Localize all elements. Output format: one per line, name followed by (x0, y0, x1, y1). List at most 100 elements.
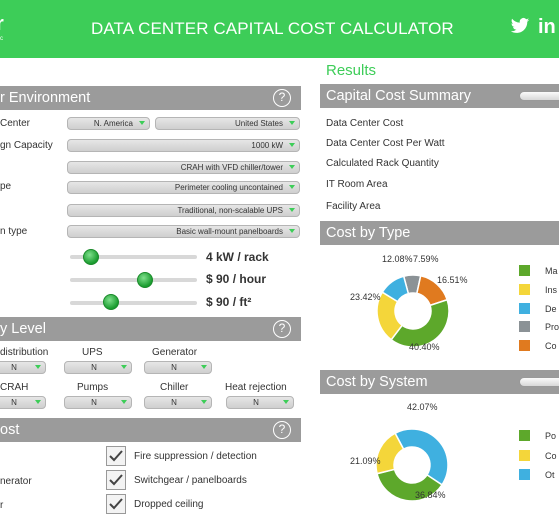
legend-swatch (519, 303, 530, 314)
labor-rate-slider-handle[interactable] (136, 272, 153, 288)
generator-redundancy-label: Generator (152, 347, 198, 358)
crah-redundancy-label: CRAH (0, 382, 29, 393)
labor-rate-slider-track[interactable] (70, 278, 197, 282)
fire-suppression-checkbox[interactable] (106, 446, 126, 466)
app-title: DATA CENTER CAPITAL COST CALCULATOR (91, 19, 454, 38)
cost-heading: ost (0, 422, 20, 438)
space-cost-value: $ 90 / ft² (206, 295, 252, 309)
location-label: Center (0, 118, 31, 129)
by-system-toggle-button[interactable] (519, 377, 559, 387)
cooling-plant-select[interactable]: CRAH with VFD chiller/tower (67, 161, 300, 174)
legend-item: Co (545, 451, 557, 461)
switchgear-label: Switchgear / panelboards (134, 475, 247, 486)
density-slider-track[interactable] (70, 255, 197, 259)
generator-option-label: nerator (0, 476, 32, 487)
by-system-pct-label: 42.07% (407, 402, 438, 412)
rack-quantity-label: Calculated Rack Quantity (326, 158, 439, 169)
summary-heading: Capital Cost Summary (326, 88, 472, 104)
cost-by-system-donut (375, 428, 449, 502)
ups-redundancy-select[interactable]: N (64, 361, 132, 374)
cost-per-watt-label: Data Center Cost Per Watt (326, 138, 445, 149)
help-icon[interactable]: ? (273, 320, 291, 338)
cooling-type-select[interactable]: Perimeter cooling uncontained (67, 181, 300, 194)
twitter-icon[interactable] (510, 16, 530, 36)
crah-redundancy-select[interactable]: N (0, 396, 46, 409)
capacity-label: gn Capacity (0, 140, 53, 151)
by-system-panel-header: Cost by System (320, 370, 559, 394)
facility-area-label: Facility Area (326, 201, 381, 212)
redundancy-heading: y Level (0, 321, 46, 337)
summary-panel-header: Capital Cost Summary (320, 84, 559, 108)
brand-logo-sub: c (0, 36, 3, 42)
legend-item: Pro (545, 322, 559, 332)
by-type-pct-label: 16.51% (437, 275, 468, 285)
donut-slice (390, 298, 450, 348)
region-select[interactable]: N. America (67, 117, 150, 130)
legend-swatch (519, 450, 530, 461)
by-type-pct-label: 7.59% (413, 254, 439, 264)
ups-redundancy-label: UPS (82, 347, 103, 358)
help-icon[interactable]: ? (273, 89, 291, 107)
space-cost-slider-track[interactable] (70, 301, 197, 305)
capacity-select[interactable]: 1000 kW (67, 139, 300, 152)
checkmark-icon (109, 498, 123, 510)
by-type-heading: Cost by Type (326, 225, 411, 241)
generator-redundancy-select[interactable]: N (144, 361, 212, 374)
donut-slice (376, 468, 444, 502)
legend-item: Ma (545, 266, 558, 276)
brand-logo: r (0, 14, 4, 34)
heat-rejection-redundancy-label: Heat rejection (225, 382, 287, 393)
dc-cost-label: Data Center Cost (326, 118, 404, 129)
header-bar: r c DATA CENTER CAPITAL COST CALCULATOR … (0, 0, 559, 58)
legend-swatch (519, 284, 530, 295)
dropped-ceiling-label: Dropped ceiling (134, 499, 204, 510)
help-icon[interactable]: ? (273, 421, 291, 439)
density-slider-handle[interactable] (83, 249, 100, 265)
results-title: Results (326, 62, 377, 79)
option-label: r (0, 500, 4, 511)
legend-item: De (545, 304, 557, 314)
legend-item: Ins (545, 285, 558, 295)
legend-item: Po (545, 431, 557, 441)
pumps-redundancy-label: Pumps (77, 382, 109, 393)
distribution-redundancy-label: distribution (0, 347, 49, 358)
by-system-heading: Cost by System (326, 374, 428, 390)
legend-swatch (519, 321, 530, 332)
distribution-redundancy-select[interactable]: N (0, 361, 46, 374)
labor-rate-value: $ 90 / hour (206, 272, 267, 286)
donut-slice (394, 428, 449, 486)
space-cost-slider-handle[interactable] (103, 294, 120, 310)
environment-panel-header: r Environment ? (0, 86, 301, 110)
distribution-type-select[interactable]: Basic wall-mount panelboards (67, 225, 300, 238)
by-type-pct-label: 40.40% (409, 342, 440, 352)
cost-panel-header: ost ? (0, 418, 301, 442)
density-value: 4 kW / rack (206, 250, 269, 264)
checkmark-icon (109, 474, 123, 486)
legend-swatch (519, 430, 530, 441)
ups-type-select[interactable]: Traditional, non-scalable UPS (67, 204, 300, 217)
fire-suppression-label: Fire suppression / detection (134, 451, 257, 462)
chiller-redundancy-select[interactable]: N (144, 396, 212, 409)
dropped-ceiling-checkbox[interactable] (106, 494, 126, 514)
cooling-type-label: pe (0, 181, 12, 192)
legend-swatch (519, 265, 530, 276)
country-select[interactable]: United States (155, 117, 300, 130)
it-room-area-label: IT Room Area (326, 179, 388, 190)
legend-item: Co (545, 341, 557, 351)
distribution-type-label: n type (0, 226, 28, 237)
linkedin-icon[interactable]: in (538, 16, 556, 38)
environment-heading: r Environment (0, 90, 91, 106)
checkmark-icon (109, 450, 123, 462)
by-type-pct-label: 23.42% (350, 292, 381, 302)
legend-swatch (519, 340, 530, 351)
legend-swatch (519, 469, 530, 480)
switchgear-checkbox[interactable] (106, 470, 126, 490)
legend-item: Ot (545, 470, 555, 480)
summary-toggle-button[interactable] (519, 91, 559, 101)
by-system-pct-label: 21.09% (350, 456, 381, 466)
cost-by-type-donut (376, 274, 450, 348)
heat-rejection-redundancy-select[interactable]: N (226, 396, 294, 409)
pumps-redundancy-select[interactable]: N (64, 396, 132, 409)
donut-slice (381, 275, 410, 303)
by-system-pct-label: 36.84% (415, 490, 446, 500)
